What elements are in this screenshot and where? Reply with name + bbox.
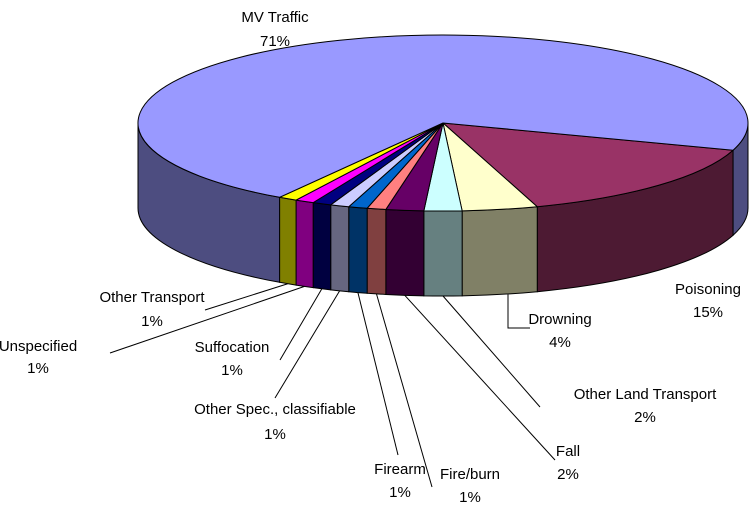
category-label: Fall [556,443,580,460]
leader-line [507,294,530,329]
category-label: Fire/burn [440,466,500,483]
slice-side [330,204,350,293]
value-label: 2% [557,466,579,483]
value-label: 15% [693,304,723,321]
value-label: 1% [141,313,163,330]
leader-line [357,292,399,456]
leader-line [375,293,433,488]
value-label: 71% [260,33,290,50]
leader-line [442,295,541,408]
category-label: Other Transport [99,289,205,306]
category-label: Firearm [374,461,426,478]
category-label: MV Traffic [241,9,309,26]
slice-side [461,206,538,297]
slice [441,122,735,208]
value-label: 1% [389,484,411,501]
slice-side [385,208,425,297]
category-label: Unspecified [0,338,77,355]
value-label: 1% [27,360,49,377]
leader-line [274,290,341,399]
category-label: Drowning [528,311,591,328]
slice-side [295,199,314,289]
slice-side [423,210,463,297]
leader-line [279,288,323,361]
leader-line [109,285,305,354]
slice-side [366,207,387,295]
slice-side [348,206,368,294]
category-label: Suffocation [195,339,270,356]
value-label: 1% [221,362,243,379]
slice-side [312,202,332,291]
value-label: 2% [634,409,656,426]
leader-line [404,294,556,461]
category-label: Other Land Transport [574,386,717,403]
slice-side [279,196,297,286]
value-label: 1% [264,426,286,443]
value-label: 4% [549,334,571,351]
value-label: 1% [459,489,481,505]
category-label: Poisoning [675,281,741,298]
slice [137,34,749,198]
leader-line [204,283,288,311]
category-label: Other Spec., classifiable [194,401,356,418]
